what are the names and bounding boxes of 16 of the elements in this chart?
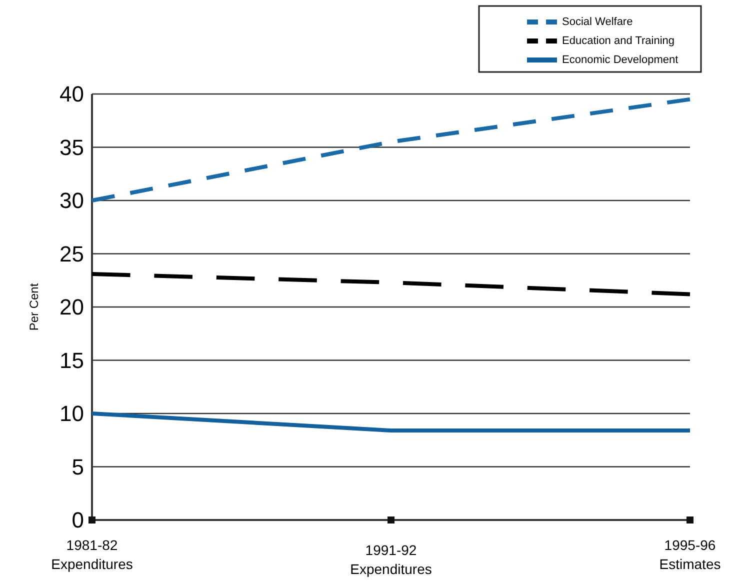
y-axis-title: Per Cent [27,282,41,331]
legend-label: Education and Training [562,35,675,47]
y-tick-label: 30 [60,188,84,214]
x-tick-label: 1995-96 Estimates [659,537,721,572]
y-tick-label: 35 [60,134,84,160]
y-tick-label: 25 [60,241,84,266]
y-tick-label: 20 [60,294,84,320]
y-tick-label: 10 [60,401,84,426]
legend-label: Social Welfare [562,16,633,28]
x-tick-label: 1991-92 Expenditures [350,542,432,577]
legend-label: Economic Development [562,54,678,66]
y-tick-label: 15 [60,348,84,373]
y-tick-label: 0 [72,508,84,533]
x-tick-label: 1981-82 Expenditures [51,537,133,572]
y-tick-label: 40 [60,82,84,107]
y-tick-label: 5 [72,454,84,480]
